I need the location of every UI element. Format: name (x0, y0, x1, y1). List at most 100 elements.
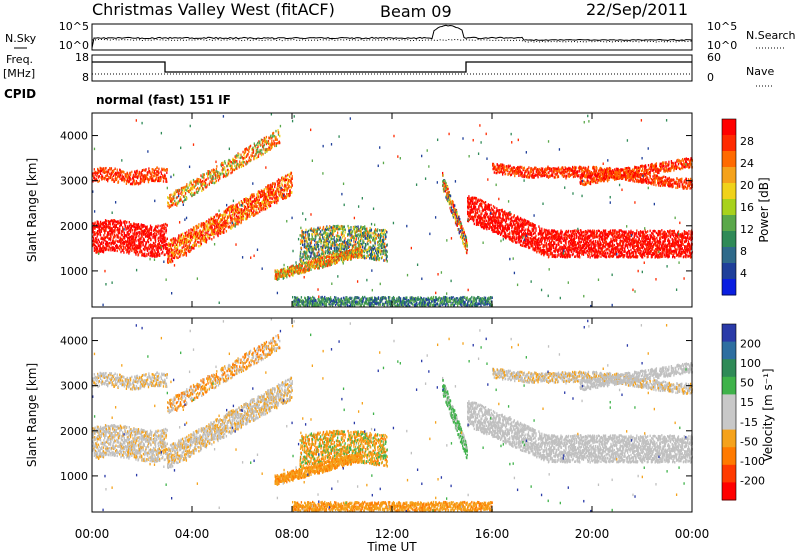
power-echo-cell (228, 206, 230, 209)
power-echo-cell (115, 225, 118, 229)
power-echo-cell (357, 233, 359, 237)
power-echo-cell (156, 248, 158, 251)
power-echo-cell (158, 236, 160, 240)
power-echo-cell (338, 253, 340, 256)
power-echo-cell (162, 250, 164, 254)
power-echo-cell (107, 223, 109, 227)
power-echo-cell (154, 231, 156, 235)
power-echo-cell (292, 301, 294, 304)
power-echo-cell (322, 297, 325, 300)
station-title: Christmas Valley West (fitACF) (92, 0, 335, 19)
power-echo-cell (207, 233, 209, 236)
power-echo-cell (252, 211, 255, 215)
power-echo-cell (264, 194, 266, 197)
power-echo-cell (177, 236, 180, 240)
power-echo-cell (335, 299, 338, 302)
power-echo-cell (104, 171, 107, 174)
power-echo-cell (198, 241, 200, 244)
power-echo-cell (117, 240, 119, 243)
power-echo-cell (367, 239, 369, 243)
power-echo-cell (239, 210, 241, 214)
power-echo-cell (99, 233, 102, 237)
power-echo-cell (233, 224, 235, 228)
power-echo-cell (245, 199, 248, 202)
power-echo-cell (145, 229, 147, 232)
power-echo-cell (299, 270, 302, 273)
power-echo-cell (162, 237, 165, 240)
power-echo-cell (362, 231, 364, 235)
power-echo-cell (201, 237, 203, 240)
power-echo-cell (112, 225, 115, 229)
power-echo-cell (105, 225, 107, 229)
power-echo-cell (113, 240, 115, 243)
power-echo-cell (373, 252, 375, 255)
power-echo-cell (149, 245, 152, 249)
power-echo-cell (262, 193, 265, 197)
power-echo-cell (354, 240, 357, 244)
power-echo-cell (227, 162, 230, 166)
power-echo-cell (125, 228, 127, 231)
power-echo-cell (359, 239, 362, 243)
power-echo-cell (157, 239, 160, 243)
power-echo-cell (115, 243, 118, 247)
power-echo-cell (112, 247, 115, 251)
power-echo-cell (202, 221, 205, 225)
power-echo-cell (351, 236, 353, 239)
power-echo-cell (227, 172, 230, 175)
power-echo-cell (307, 301, 309, 304)
power-echo-cell (250, 207, 253, 211)
power-echo-cell (369, 236, 371, 239)
power-echo-cell (138, 225, 140, 229)
power-echo-cell (314, 243, 316, 247)
power-echo-cell (342, 303, 345, 306)
power-echo-cell (372, 238, 374, 242)
power-echo-cell (176, 251, 178, 254)
power-echo-cell (182, 187, 184, 191)
power-echo-cell (379, 236, 382, 239)
power-echo-cell (183, 245, 185, 249)
power-echo-cell (112, 174, 115, 178)
power-echo-cell (109, 167, 111, 170)
power-echo-cell (93, 176, 95, 179)
power-echo-cell (179, 253, 182, 257)
power-echo-cell (370, 234, 372, 237)
power-echo-cell (282, 192, 284, 196)
power-echo-cell (368, 238, 370, 242)
power-echo-cell (289, 179, 291, 183)
power-echo-cell (339, 244, 342, 247)
power-echo-cell (114, 235, 116, 239)
power-echo-cell (361, 234, 363, 237)
power-echo-cell (109, 175, 112, 178)
power-echo-cell (386, 250, 388, 254)
power-echo-cell (300, 265, 303, 269)
power-echo-cell (207, 172, 210, 176)
power-echo-cell (139, 180, 141, 183)
power-echo-cell (286, 192, 288, 196)
power-echo-cell (283, 189, 285, 192)
power-echo-cell (259, 140, 261, 144)
power-echo-cell (347, 254, 349, 257)
power-echo-cell (209, 225, 212, 228)
power-echo-cell (126, 235, 128, 238)
power-echo-cell (127, 244, 130, 248)
power-echo-cell (112, 229, 114, 232)
power-echo-cell (211, 222, 213, 226)
power-echo-cell (232, 204, 234, 207)
power-echo-cell (307, 304, 309, 308)
power-echo-cell (251, 213, 253, 216)
power-echo-cell (304, 239, 306, 243)
power-echo-cell (360, 228, 363, 231)
power-echo-cell (343, 302, 345, 306)
power-echo-cell (96, 241, 98, 244)
power-echo-cell (112, 238, 114, 241)
power-echo-cell (291, 177, 293, 181)
power-echo-cell (104, 219, 107, 222)
power-echo-cell (205, 233, 208, 236)
power-echo-cell (100, 242, 102, 245)
power-echo-cell (238, 153, 240, 156)
power-echo-cell (244, 148, 246, 151)
power-echo-cell (207, 225, 209, 228)
power-echo-cell (129, 224, 131, 228)
power-echo-cell (97, 242, 99, 246)
power-echo-cell (240, 220, 243, 224)
